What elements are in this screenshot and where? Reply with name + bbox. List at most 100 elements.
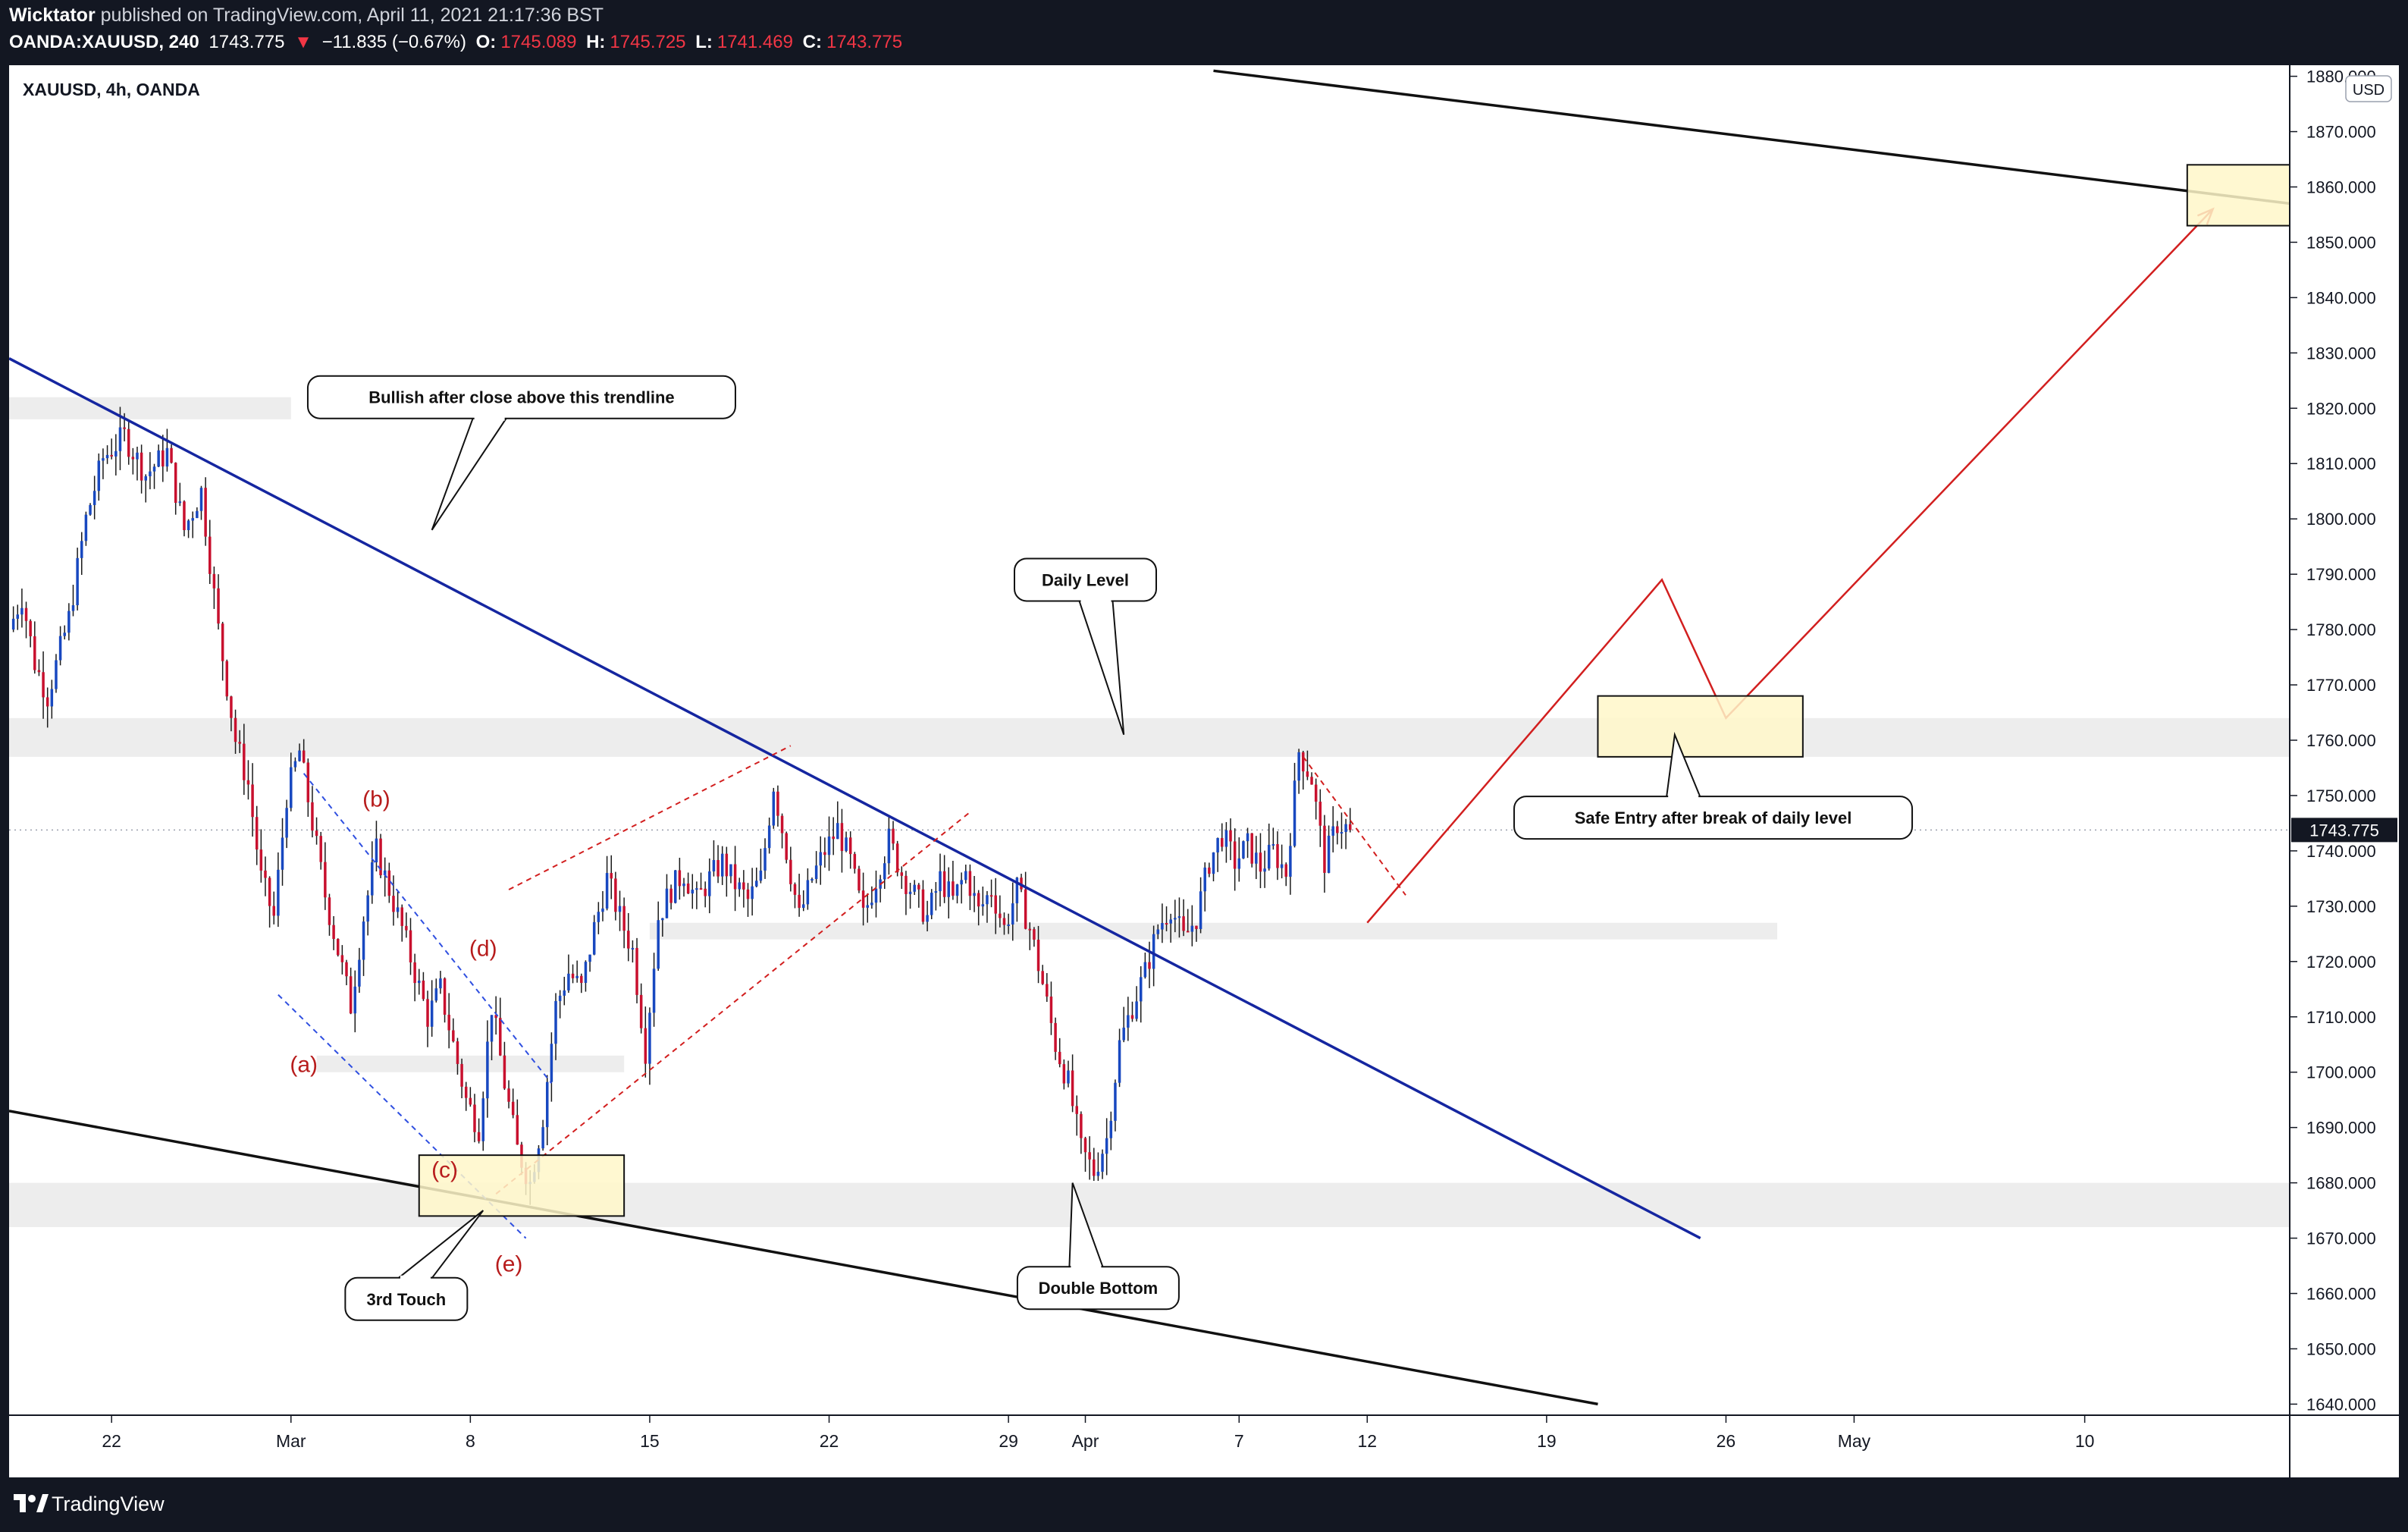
candle [1216,837,1219,872]
zone-4 [9,1182,2290,1227]
candle-body [140,452,143,481]
candle [848,831,852,869]
candle-body [895,843,899,873]
candle [1093,1147,1096,1182]
candle-body [999,913,1002,918]
candle-body [1267,844,1271,869]
chart-canvas[interactable]: (a) (b) (c) (d) (e) Bullish after close abov… [9,65,2399,1477]
candle-body [58,636,62,661]
candle-body [298,750,301,761]
candle [866,893,869,923]
candle-body [887,828,891,864]
candle-body [174,463,177,503]
candle [1122,1006,1125,1043]
candle-body [1002,918,1006,925]
candle [268,876,271,928]
lower-channel-line [9,1110,1598,1406]
candle-body [823,852,826,855]
candle-body [426,999,429,1027]
callout-joint [1080,598,1112,604]
time-tick-label: Mar [276,1431,306,1451]
candle [225,659,229,701]
candle [921,880,925,925]
candle-body [516,1115,519,1145]
candle [827,816,831,871]
author-name[interactable]: Wicktator [9,5,96,26]
candle [507,1080,510,1109]
currency-box [2345,75,2392,102]
tradingview-logo-icon[interactable] [14,1493,49,1515]
price-tick-label: 1830.000 [2306,344,2376,363]
candle [934,881,938,911]
projected-path [1366,208,2214,924]
candle-body [601,908,604,912]
price-tick-label: 1840.000 [2306,288,2376,307]
candle [140,444,143,494]
candle-body [396,907,400,912]
price-tick-label: 1690.000 [2306,1119,2376,1138]
candle-body [217,588,220,624]
candle-body [720,853,724,877]
candle [42,651,45,719]
candle-body [302,750,306,763]
candle [353,970,357,1033]
candle-body [1109,1120,1113,1138]
time-tick-label: 22 [820,1431,839,1451]
candle-body [114,450,118,457]
candle-body [379,838,382,876]
candle-body [221,623,224,661]
candle-body [1271,844,1275,846]
candle [1130,1001,1134,1022]
candle-body [80,541,83,558]
candle [92,476,96,520]
candle-body [20,607,24,615]
candle-body [110,454,113,457]
candle [699,872,703,890]
candle-body [952,881,955,896]
candle [648,1007,651,1085]
candle-body [827,836,831,855]
candle [981,886,985,916]
close-value: 1743.775 [826,32,903,52]
candle-body [699,888,703,890]
candle-body [858,868,861,891]
open-value: 1745.089 [500,32,577,52]
candle [1182,899,1185,937]
candle [631,940,635,963]
candle [230,695,233,732]
callout-joint [474,416,505,421]
callout-text: Bullish after close above this trendline [368,388,674,407]
candle-body [1318,802,1322,826]
candle [102,448,105,479]
candle [1237,837,1241,882]
candle [400,904,403,942]
tradingview-brand[interactable]: TradingView [52,1493,165,1515]
candle-body [238,742,241,744]
candle-body [1349,824,1352,830]
price-tick-label: 1730.000 [2306,897,2376,916]
price-tick-label: 1660.000 [2306,1285,2376,1304]
candle-body [243,743,246,780]
candle-body [977,893,980,907]
candle [716,845,720,884]
candle [84,511,88,546]
candle [290,752,293,812]
callout-text: Safe Entry after break of daily level [1575,808,1852,827]
candle-body [481,1098,485,1141]
candle-body [84,514,88,542]
candle [332,915,335,950]
candle-body [1011,903,1014,925]
chart-area[interactable]: (a) (b) (c) (d) (e) Bullish after close abov… [9,65,2399,1477]
candle [422,972,425,1001]
candle-body [614,878,617,912]
candle [836,801,839,840]
callout: Bullish after close above this trendline [306,375,736,531]
candle-body [264,870,267,878]
candle [486,1020,489,1118]
candle-body [443,978,447,1015]
candle [1105,1118,1108,1176]
price-tick-label: 1810.000 [2306,454,2376,473]
zone-3 [316,1055,625,1072]
candle-body [751,886,754,899]
candle [1083,1136,1087,1173]
